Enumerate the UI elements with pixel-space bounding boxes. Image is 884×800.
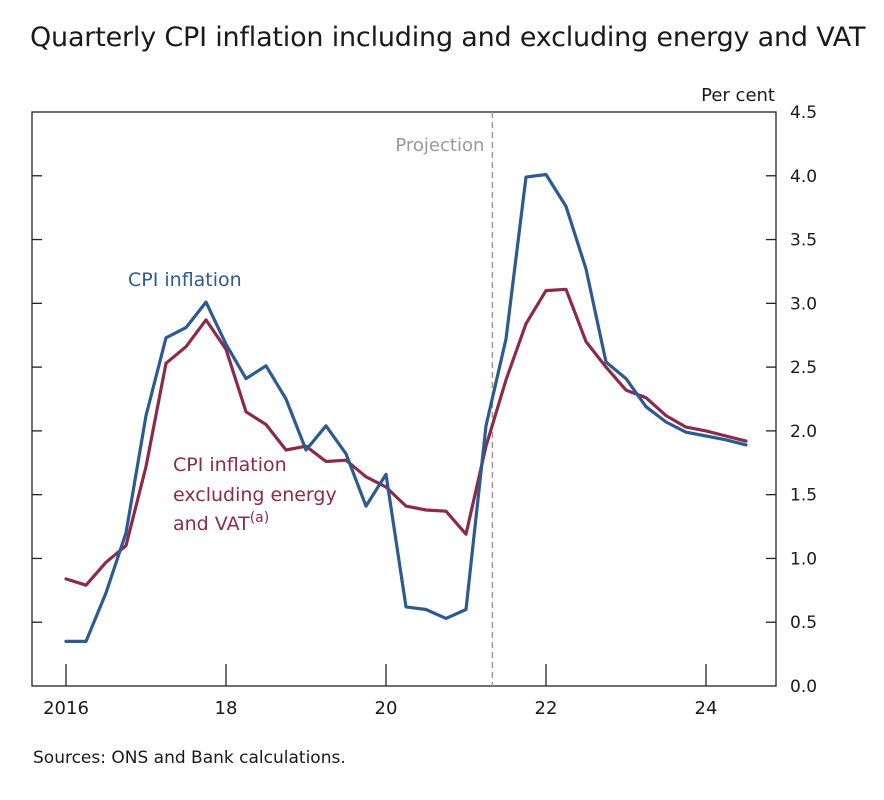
plot-frame bbox=[31, 111, 777, 687]
y-tick-label: 2.5 bbox=[790, 358, 817, 378]
x-tick-label: 22 bbox=[535, 698, 558, 719]
cpi-ex-energy-vat-label-line: and VAT(a) bbox=[173, 510, 269, 535]
y-tick-label: 4.5 bbox=[790, 103, 817, 123]
chart: 0.00.51.01.52.02.53.03.54.04.5 2016 18 20 2… bbox=[31, 85, 817, 719]
cpi-ex-energy-vat-line bbox=[64, 287, 748, 587]
source-note: Sources: ONS and Bank calculations. bbox=[33, 748, 346, 768]
cpi-ex-energy-vat-label-line: CPI inflation bbox=[173, 454, 287, 476]
y-tick-label: 3.5 bbox=[790, 231, 817, 251]
y-tick-label: 0.5 bbox=[790, 613, 817, 633]
series-lines bbox=[64, 172, 748, 644]
axis-ticks bbox=[32, 175, 776, 686]
x-tick-label: 20 bbox=[375, 698, 398, 719]
y-axis-label: Per cent bbox=[701, 85, 775, 106]
y-tick-label: 2.0 bbox=[790, 422, 817, 442]
y-axis-tick-labels: 0.0 0.5 1.0 1.5 2.0 2.5 3.0 3.5 4.0 4.5 bbox=[790, 103, 817, 697]
cpi-ex-energy-vat-label-line: excluding energy bbox=[173, 484, 337, 506]
x-tick-label: 24 bbox=[695, 698, 718, 719]
y-tick-label: 4.0 bbox=[790, 167, 817, 187]
cpi-inflation-line bbox=[64, 172, 748, 644]
y-tick-label: 0.0 bbox=[790, 677, 817, 697]
chart-title: Quarterly CPI inflation including and ex… bbox=[30, 22, 866, 53]
x-axis-tick-labels: 2016 18 20 22 24 bbox=[43, 698, 717, 719]
y-tick-label: 3.0 bbox=[790, 294, 817, 314]
y-tick-label: 1.0 bbox=[790, 549, 817, 569]
x-tick-label: 18 bbox=[215, 698, 238, 719]
cpi-inflation-label: CPI inflation bbox=[128, 269, 242, 291]
projection-label: Projection bbox=[395, 135, 484, 156]
footnote-marker: (a) bbox=[250, 510, 270, 526]
x-tick-label: 2016 bbox=[43, 698, 89, 719]
y-tick-label: 1.5 bbox=[790, 486, 817, 506]
